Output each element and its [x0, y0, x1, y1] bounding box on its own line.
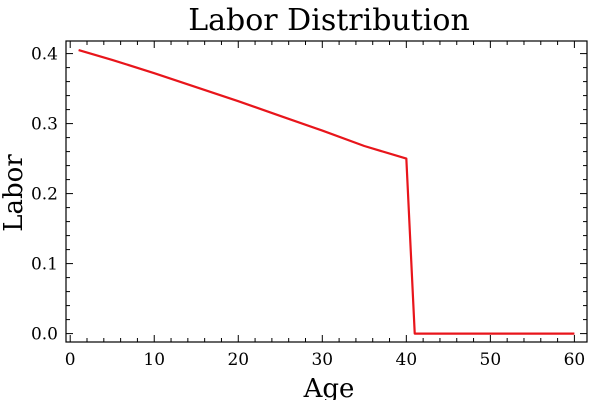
y-tick-label: 0.4 [31, 45, 58, 65]
y-tick-label: 0.3 [31, 115, 58, 135]
x-tick-label: 50 [480, 350, 502, 370]
plot-frame [65, 40, 588, 343]
x-axis-label: Age [303, 374, 355, 400]
x-tick-label: 10 [143, 350, 165, 370]
y-tick-label: 0.1 [31, 255, 58, 275]
chart-title: Labor Distribution [188, 3, 470, 38]
x-tick-label: 40 [396, 350, 418, 370]
y-tick-label: 0.0 [31, 325, 58, 345]
y-tick-label: 0.2 [31, 185, 58, 205]
axis-ticks [66, 41, 587, 342]
y-axis-label: Labor [0, 154, 29, 232]
axis-tick-labels: 0 10 20 30 40 50 60 0.0 0.1 0.2 0.3 0.4 [31, 45, 585, 370]
series-layer [78, 49, 575, 335]
x-tick-label: 30 [311, 350, 333, 370]
x-tick-label: 0 [65, 350, 76, 370]
x-tick-label: 60 [564, 350, 586, 370]
x-tick-label: 20 [227, 350, 249, 370]
series-line-0 [78, 49, 575, 335]
